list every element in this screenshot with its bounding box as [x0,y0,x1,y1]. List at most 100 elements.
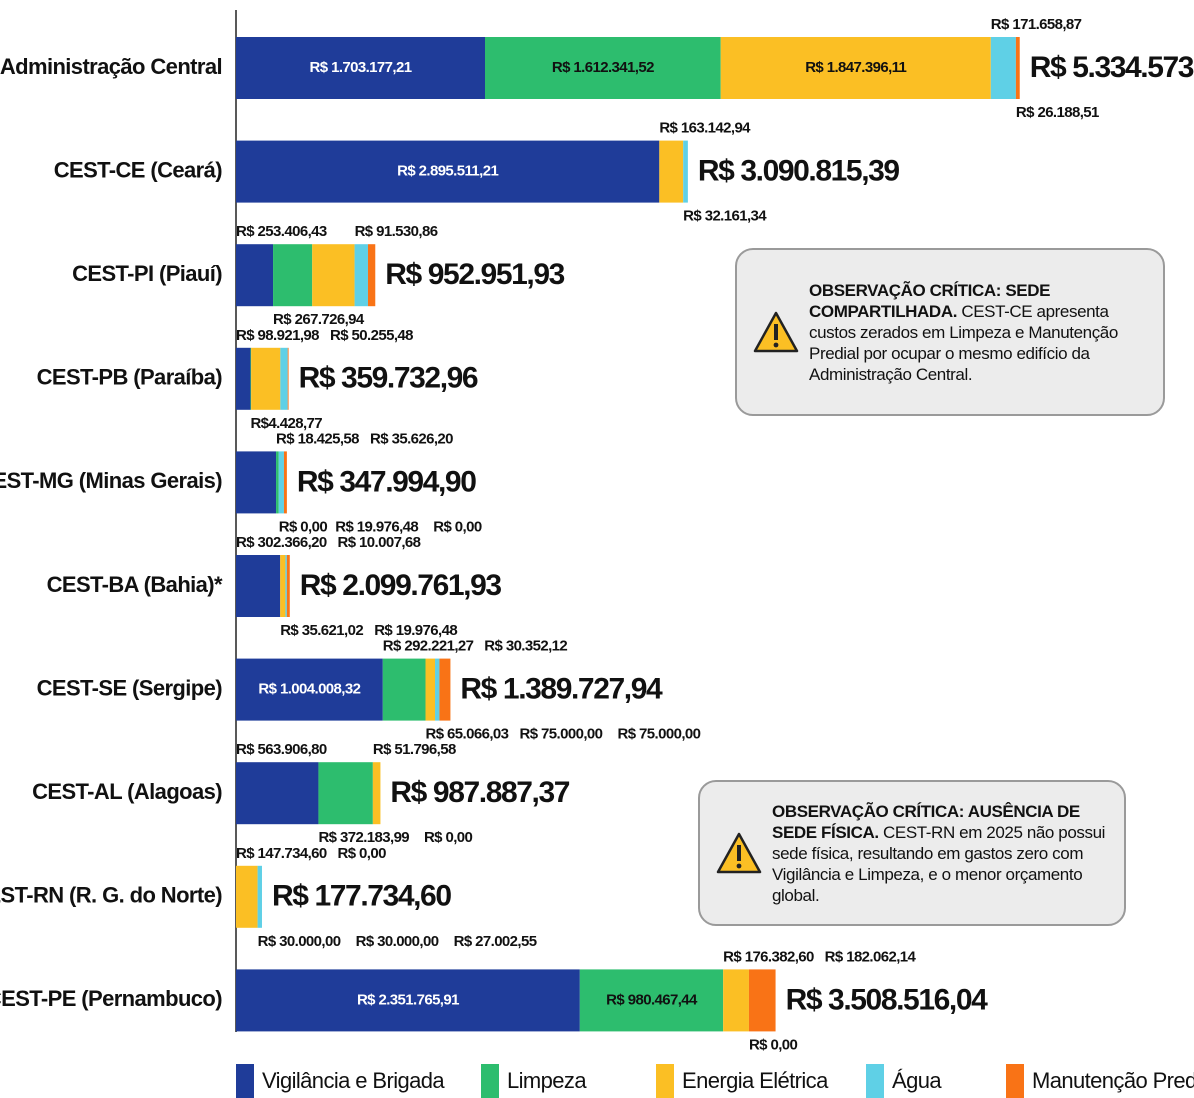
value-label: R$ 1.847.396,11 [805,59,906,76]
value-label: R$ 563.906,80 [236,741,327,758]
total-label: R$ 177.734,60 [272,880,451,913]
value-label: R$ 0,00 [279,518,328,535]
value-label: R$ 147.734,60 [236,845,327,862]
bar-segment [382,658,426,721]
annotation-body: CEST-RN em 2025 não possui sede física, … [772,822,1106,905]
annotation-text: OBSERVAÇÃO CRÍTICA: AUSÊNCIA DE SEDE FÍS… [772,801,1108,906]
warning-icon [753,311,799,353]
bar-segment [683,140,688,203]
value-label: R$ 98.921,98 [236,327,319,344]
legend-label: Energia Elétrica [682,1068,829,1093]
bar-segment [236,347,251,410]
value-label: R$ 18.425,58 [276,430,359,447]
bar-segment [251,347,281,410]
value-label: R$ 292.221,27 [383,638,474,655]
bar-segment [250,347,252,410]
total-label: R$ 359.732,96 [299,362,478,395]
bar-segment [312,244,355,307]
bar-segment [280,347,288,410]
bar-segment [748,969,776,1032]
value-label: R$ 176.382,60 [723,948,814,965]
legend-label: Vigilância e Brigada [262,1068,445,1093]
legend-label: Limpeza [507,1068,587,1093]
category-label: CEST-PE (Pernambuco) [0,986,222,1011]
category-label: CEST-RN (R. G. do Norte) [0,883,222,908]
value-label: R$ 163.142,94 [659,120,751,137]
value-label: R$ 30.000,00 [258,933,341,950]
bar-segment [257,865,262,928]
value-label: R$ 0,00 [338,845,387,862]
total-label: R$ 952.951,93 [385,258,564,291]
warning-icon [716,832,762,874]
bar-segment [286,555,290,617]
value-label: R$ 75.000,00 [520,726,603,743]
legend-swatch [236,1064,254,1098]
category-label: CEST-AL (Alagoas) [32,779,222,804]
value-label: R$ 0,00 [424,829,473,846]
legend-swatch [656,1064,674,1098]
bar-segment [439,658,451,721]
annotation-body: CEST-CE apresenta custos zerados em Limp… [809,301,1118,384]
bar-segment [425,658,436,721]
bar-segment [236,244,274,307]
value-label: R$ 10.007,68 [338,534,421,551]
legend-swatch [866,1064,884,1098]
bar-segment [273,244,313,307]
bar-segment [485,37,721,99]
bar-segment [236,762,319,825]
value-label: R$ 30.000,00 [356,933,439,950]
value-label: R$ 1.612.341,52 [552,59,654,76]
value-label: R$ 0,00 [433,518,482,535]
total-label: R$ 3.508.516,04 [786,983,989,1016]
legend-swatch [1006,1064,1024,1098]
bar-segment [276,451,279,514]
bar-segment [283,451,287,514]
value-label: R$ 0,00 [749,1036,798,1053]
bar-segment [990,37,1016,99]
value-label: R$ 91.530,86 [355,223,438,240]
category-label: CEST-CE (Ceará) [54,157,223,182]
value-label: R$ 182.062,14 [825,948,917,965]
bar-segment [1015,37,1020,99]
value-label: R$ 35.626,20 [370,430,453,447]
value-label: R$ 35.621,02 [280,622,363,639]
bar-segment [236,140,660,203]
annotation-text: OBSERVAÇÃO CRÍTICA: SEDE COMPARTILHADA. … [809,280,1147,385]
value-label: R$ 75.000,00 [618,726,701,743]
legend-swatch [481,1064,499,1098]
value-label: R$ 1.004.008,32 [258,681,360,698]
value-label: R$ 30.352,12 [484,638,567,655]
value-label: R$ 32.161,34 [683,208,767,225]
bar-segment [372,762,381,825]
value-label: R$ 267.726,94 [273,311,365,328]
annotation-box: OBSERVAÇÃO CRÍTICA: SEDE COMPARTILHADA. … [735,248,1165,416]
category-label: CEST-SE (Sergipe) [37,675,223,700]
value-label: R$ 2.895.511,21 [397,163,498,180]
bar-segment [236,969,580,1032]
bar-segment [280,555,286,617]
category-label: CEST-PB (Paraíba) [37,365,223,390]
total-label: R$ 1.389.727,94 [460,673,663,706]
bar-segment [579,969,724,1032]
bar-segment [285,555,287,617]
value-label: R$ 372.183,99 [318,829,409,846]
bar-segment [236,865,258,928]
total-label: R$ 3.090.815,39 [698,155,900,188]
value-label: R$ 50.255,48 [330,327,413,344]
value-label: R$ 27.002,55 [454,933,537,950]
bar-segment [278,451,284,514]
bar-segment [367,244,376,307]
value-label: R$ 65.066,03 [426,726,509,743]
bar-segment [236,37,486,99]
category-label: Administração Central [0,54,222,79]
category-label: CEST-MG (Minas Gerais) [0,468,222,493]
bar-segment [287,347,289,410]
annotation-heading: OBSERVAÇÃO CRÍTICA: SEDE COMPARTILHADA. [809,280,1051,321]
bar-segment [435,658,440,721]
category-label: CEST-PI (Piauí) [72,261,222,286]
category-label: CEST-BA (Bahia)* [47,572,223,597]
value-label: R$ 26.188,51 [1016,104,1099,121]
value-label: R$ 19.976,48 [335,518,418,535]
